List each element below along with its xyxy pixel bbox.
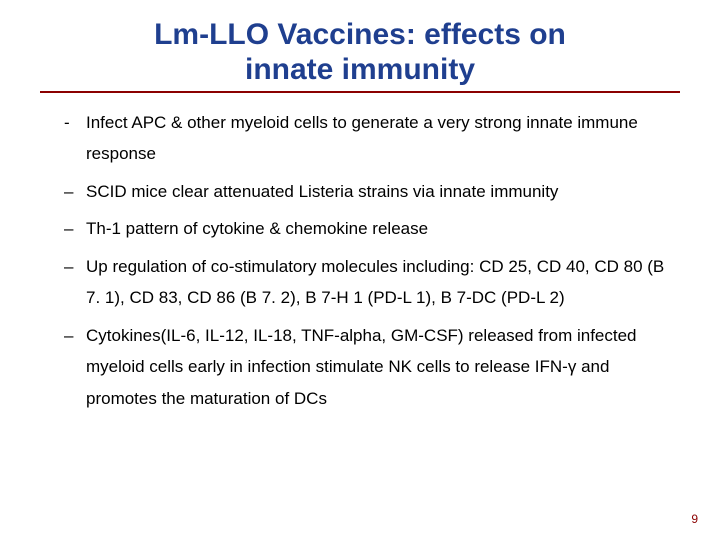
- bullet-text: Th-1 pattern of cytokine & chemokine rel…: [86, 219, 428, 238]
- bullet-text: Infect APC & other myeloid cells to gene…: [86, 113, 638, 163]
- bullet-item: Infect APC & other myeloid cells to gene…: [64, 107, 680, 170]
- title-line-2: innate immunity: [245, 53, 475, 86]
- title-underline: [40, 91, 680, 93]
- title-line-1: Lm-LLO Vaccines: effects on: [154, 18, 566, 51]
- bullet-item: Cytokines(IL-6, IL-12, IL-18, TNF-alpha,…: [64, 320, 680, 414]
- bullet-item: Th-1 pattern of cytokine & chemokine rel…: [64, 213, 680, 244]
- slide: Lm-LLO Vaccines: effects on innate immun…: [0, 0, 720, 540]
- bullet-item: Up regulation of co-stimulatory molecule…: [64, 251, 680, 314]
- slide-title: Lm-LLO Vaccines: effects on innate immun…: [40, 18, 680, 87]
- page-number: 9: [691, 512, 698, 526]
- bullet-text: SCID mice clear attenuated Listeria stra…: [86, 182, 558, 201]
- bullet-text: Up regulation of co-stimulatory molecule…: [86, 257, 664, 307]
- bullet-item: SCID mice clear attenuated Listeria stra…: [64, 176, 680, 207]
- bullet-text: Cytokines(IL-6, IL-12, IL-18, TNF-alpha,…: [86, 326, 637, 408]
- bullet-list: Infect APC & other myeloid cells to gene…: [40, 107, 680, 414]
